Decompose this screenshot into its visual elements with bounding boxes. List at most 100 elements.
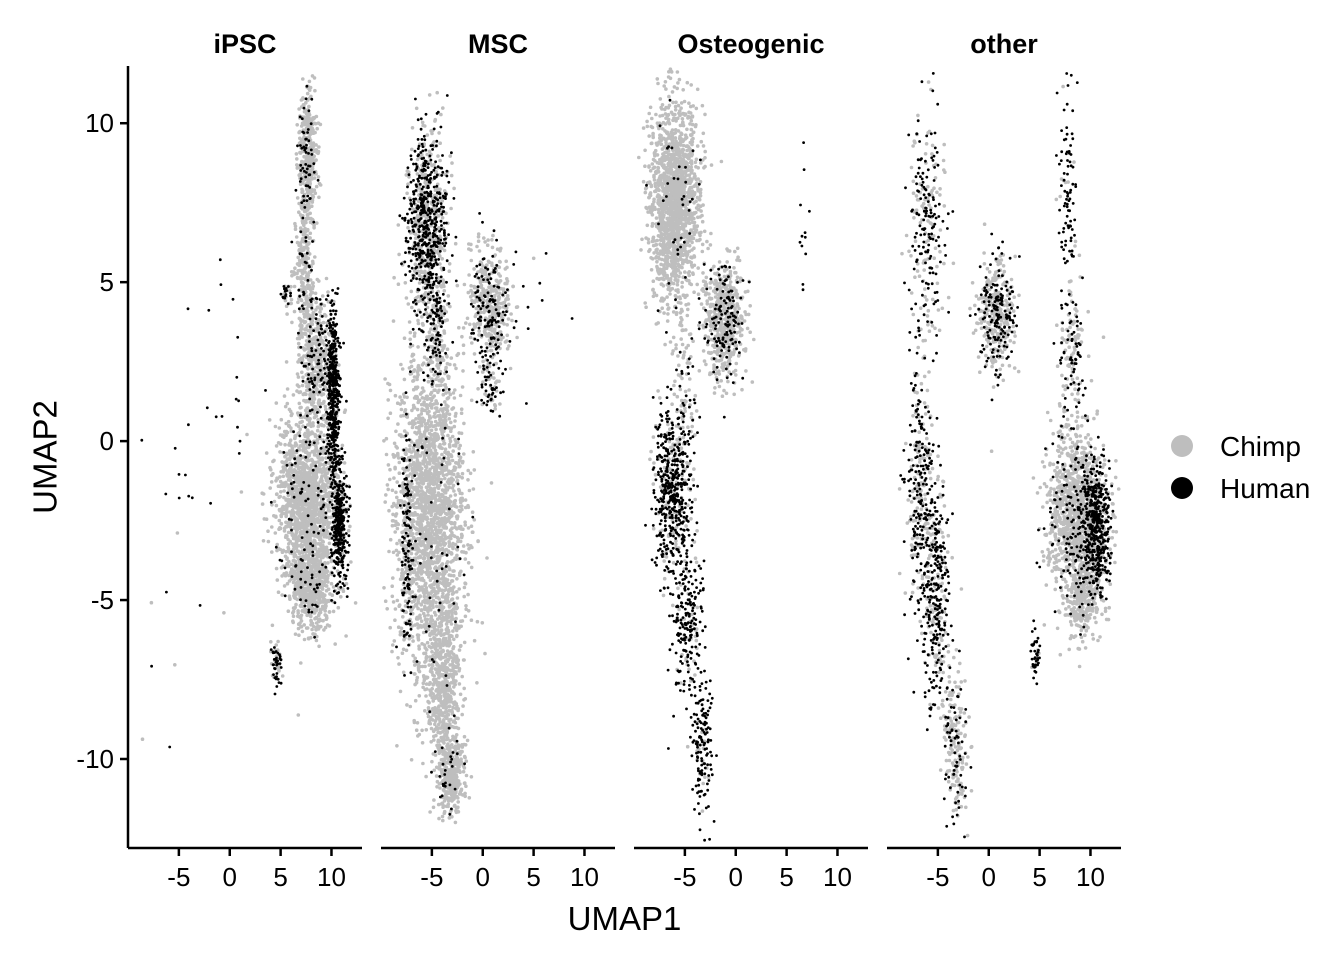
point-chimp [326,290,330,294]
point-human [291,487,294,491]
point-chimp [300,370,304,375]
point-chimp [277,507,282,512]
point-chimp [286,609,291,613]
point-chimp [322,571,327,575]
point-chimp [422,270,427,275]
point-chimp [342,461,347,465]
point-chimp [286,419,291,424]
point-chimp [312,574,317,578]
point-human [345,595,349,598]
point-chimp [308,478,313,482]
point-chimp [266,539,271,544]
point-chimp [295,476,300,481]
point-chimp [296,713,301,717]
point-chimp [312,415,317,420]
point-chimp [312,223,316,228]
point-chimp [312,518,316,523]
point-human [300,487,304,491]
point-human [305,530,309,534]
point-chimp [435,90,440,95]
point-human [329,473,333,477]
point-chimp [296,431,301,436]
point-human [309,377,313,380]
point-chimp [310,449,315,454]
point-chimp [320,479,324,483]
point-human [279,658,283,662]
point-chimp [261,539,266,543]
point-human [321,505,325,509]
point-human [305,84,309,88]
point-human [330,405,333,409]
point-chimp [324,532,328,536]
point-chimp [303,270,307,274]
point-chimp [323,404,328,409]
point-human [300,253,304,257]
point-human [236,425,239,429]
point-chimp [295,123,300,127]
point-chimp [296,458,300,463]
point-chimp [442,248,447,253]
point-chimp [311,423,315,428]
point-human [348,485,351,489]
point-chimp [308,211,313,216]
point-human [304,425,307,429]
point-chimp [435,284,439,289]
point-chimp [300,383,305,388]
point-human [327,375,331,379]
point-chimp [314,556,319,561]
point-human [334,309,338,313]
point-human [289,482,293,486]
point-human [299,577,303,581]
point-human [326,358,330,361]
point-chimp [297,615,302,619]
point-chimp [298,478,303,482]
point-human [332,574,336,578]
point-chimp [278,475,282,479]
point-human [333,454,337,458]
point-human [273,646,276,649]
point-human [337,591,341,594]
point-chimp [283,442,287,447]
point-chimp [280,593,285,597]
point-chimp [292,309,297,314]
point-chimp [311,194,316,199]
point-human [304,440,308,444]
point-human [337,542,341,545]
point-chimp [420,120,425,125]
point-chimp [305,202,310,207]
point-human [328,365,332,368]
point-chimp [498,342,503,346]
point-chimp [294,541,299,545]
point-chimp [297,534,302,538]
point-chimp [302,178,307,182]
point-chimp [314,143,318,147]
point-human [320,347,323,350]
point-chimp [309,466,313,471]
point-chimp [278,494,283,499]
point-chimp [295,240,300,245]
point-human [316,493,320,497]
point-chimp [413,232,418,236]
point-chimp [279,522,284,526]
point-chimp [318,542,323,546]
point-human [334,363,338,367]
point-chimp [320,548,324,553]
point-chimp [273,424,278,429]
point-chimp [264,517,269,521]
point-chimp [323,335,328,340]
point-chimp [293,515,297,520]
point-chimp [343,408,348,413]
point-chimp [303,230,308,234]
point-chimp [430,333,435,338]
point-chimp [298,406,302,410]
point-chimp [314,627,318,631]
point-chimp [339,595,343,599]
point-human [333,400,337,404]
point-human [341,457,344,461]
point-chimp [303,288,307,292]
point-human [290,240,294,244]
point-chimp [315,305,320,310]
point-human [319,489,323,493]
point-human [290,575,294,578]
point-chimp [239,490,244,494]
